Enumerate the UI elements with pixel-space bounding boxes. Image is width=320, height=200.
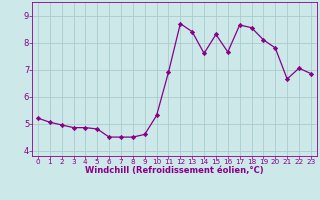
X-axis label: Windchill (Refroidissement éolien,°C): Windchill (Refroidissement éolien,°C) xyxy=(85,166,264,175)
